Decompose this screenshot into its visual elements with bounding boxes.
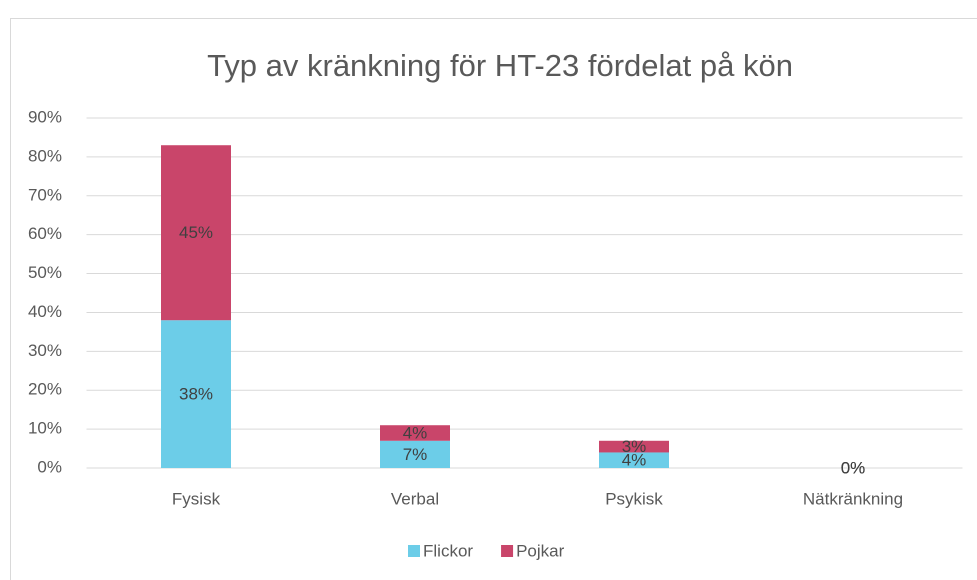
data-label: 0%	[841, 458, 866, 477]
bar-segment	[599, 452, 669, 468]
y-tick-label: 10%	[28, 419, 62, 438]
data-label: 4%	[403, 423, 428, 442]
data-label: 7%	[403, 445, 428, 464]
legend-swatch	[408, 545, 420, 557]
data-label: 0%	[841, 458, 866, 477]
x-tick-label: Psykisk	[605, 489, 663, 508]
y-tick-label: 90%	[28, 107, 62, 126]
bar-segment	[161, 145, 231, 321]
data-label: 3%	[622, 437, 647, 456]
legend-swatch	[501, 545, 514, 557]
y-tick-label: 50%	[28, 263, 62, 282]
bar-segment	[161, 320, 231, 468]
data-label: 38%	[179, 385, 213, 404]
chart-title: Typ av kränkning för HT-23 fördelat på k…	[207, 48, 793, 83]
legend-label: Pojkar	[516, 541, 565, 560]
y-tick-label: 20%	[28, 380, 62, 399]
y-tick-label: 60%	[28, 224, 62, 243]
y-tick-label: 40%	[28, 302, 62, 321]
y-tick-label: 80%	[28, 146, 62, 165]
bar-segment	[380, 425, 450, 441]
y-tick-label: 30%	[28, 341, 62, 360]
bar-segment	[380, 440, 450, 468]
bar-segment	[599, 440, 669, 453]
legend-label: Flickor	[423, 541, 473, 560]
x-tick-label: Fysisk	[172, 489, 221, 508]
data-label: 4%	[622, 451, 647, 470]
y-tick-label: 70%	[28, 185, 62, 204]
x-tick-label: Verbal	[391, 489, 439, 508]
y-tick-label: 0%	[37, 457, 62, 476]
x-tick-label: Nätkränkning	[803, 489, 903, 508]
data-label: 45%	[179, 223, 213, 242]
